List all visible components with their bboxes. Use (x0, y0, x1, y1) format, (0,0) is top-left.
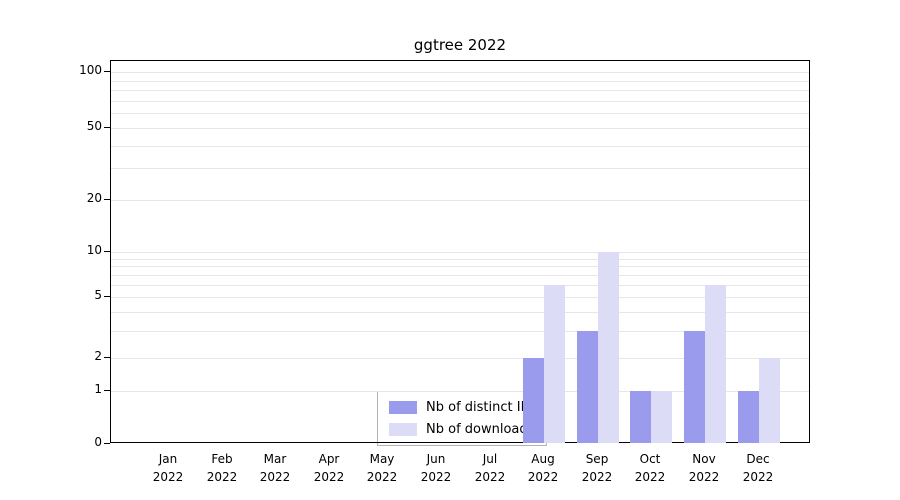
gridline (111, 297, 809, 298)
x-tick-month: Oct (639, 452, 661, 466)
x-tick-year: 2022 (206, 470, 238, 484)
gridline (111, 72, 809, 73)
bar-distinct-ips (577, 331, 598, 443)
y-tick-mark (104, 296, 110, 297)
gridline (111, 200, 809, 201)
gridline (111, 81, 809, 82)
x-tick-year: 2022 (152, 470, 184, 484)
x-tick-year: 2022 (474, 470, 506, 484)
bar-downloads (651, 391, 672, 443)
x-tick-year: 2022 (527, 470, 559, 484)
bar-downloads (705, 285, 726, 443)
x-tick-label: Jun 2022 (406, 450, 466, 486)
legend-item-downloads: Nb of downloads (389, 422, 535, 437)
plot-area (110, 60, 810, 443)
gridline (111, 358, 809, 359)
bar-distinct-ips (738, 391, 759, 443)
gridline (111, 146, 809, 147)
x-tick-label: Jul 2022 (460, 450, 520, 486)
y-tick-label: 5 (94, 288, 102, 302)
chart-title: ggtree 2022 (413, 36, 507, 54)
legend-label-distinct-ips: Nb of distinct IPs (426, 400, 535, 415)
x-tick-month: Sep (585, 452, 609, 466)
x-tick-label: Aug 2022 (513, 450, 573, 486)
x-tick-year: 2022 (581, 470, 613, 484)
bar-downloads (544, 285, 565, 443)
x-tick-year: 2022 (259, 470, 291, 484)
legend-label-downloads: Nb of downloads (426, 422, 535, 437)
gridline (111, 128, 809, 129)
y-tick-mark (104, 127, 110, 128)
x-tick-month: Mar (263, 452, 287, 466)
x-tick-label: Feb 2022 (192, 450, 252, 486)
y-tick-mark (104, 390, 110, 391)
gridline (111, 259, 809, 260)
y-tick-label: 50 (86, 119, 102, 133)
y-tick-label: 2 (94, 349, 102, 363)
x-tick-month: Jun (426, 452, 446, 466)
legend-swatch-downloads (389, 423, 417, 436)
x-tick-month: Dec (746, 452, 770, 466)
bar-distinct-ips (523, 358, 544, 443)
x-tick-month: Feb (211, 452, 233, 466)
x-tick-year: 2022 (634, 470, 666, 484)
gridline (111, 252, 809, 253)
x-tick-label: Sep 2022 (567, 450, 627, 486)
y-tick-mark (104, 443, 110, 444)
x-tick-month: Aug (531, 452, 555, 466)
x-tick-label: Nov 2022 (674, 450, 734, 486)
x-tick-month: Nov (692, 452, 716, 466)
x-tick-year: 2022 (313, 470, 345, 484)
x-tick-year: 2022 (420, 470, 452, 484)
gridline (111, 266, 809, 267)
x-tick-label: Jan 2022 (138, 450, 198, 486)
x-tick-month: Jan (158, 452, 178, 466)
legend-swatch-distinct-ips (389, 401, 417, 414)
x-tick-year: 2022 (366, 470, 398, 484)
legend-item-distinct-ips: Nb of distinct IPs (389, 400, 535, 415)
y-tick-label: 1 (94, 382, 102, 396)
gridline (111, 101, 809, 102)
bar-distinct-ips (630, 391, 651, 443)
bar-downloads (759, 358, 780, 443)
bar-distinct-ips (684, 331, 705, 443)
gridline (111, 113, 809, 114)
x-tick-label: Oct 2022 (620, 450, 680, 486)
gridline (111, 90, 809, 91)
x-tick-label: Mar 2022 (245, 450, 305, 486)
y-tick-label: 100 (79, 63, 102, 77)
x-tick-month: Apr (318, 452, 340, 466)
y-tick-label: 10 (86, 243, 102, 257)
gridline (111, 168, 809, 169)
y-tick-label: 0 (94, 435, 102, 449)
y-tick-label: 20 (86, 191, 102, 205)
y-tick-mark (104, 71, 110, 72)
x-tick-year: 2022 (688, 470, 720, 484)
gridline (111, 285, 809, 286)
x-tick-month: May (369, 452, 395, 466)
x-tick-year: 2022 (742, 470, 774, 484)
gridline (111, 275, 809, 276)
bar-downloads (598, 252, 619, 443)
gridline (111, 331, 809, 332)
y-tick-mark (104, 251, 110, 252)
x-tick-month: Jul (482, 452, 498, 466)
gridline (111, 391, 809, 392)
x-tick-label: Apr 2022 (299, 450, 359, 486)
x-tick-label: May 2022 (352, 450, 412, 486)
x-tick-label: Dec 2022 (728, 450, 788, 486)
gridline (111, 312, 809, 313)
y-tick-mark (104, 199, 110, 200)
y-tick-mark (104, 357, 110, 358)
